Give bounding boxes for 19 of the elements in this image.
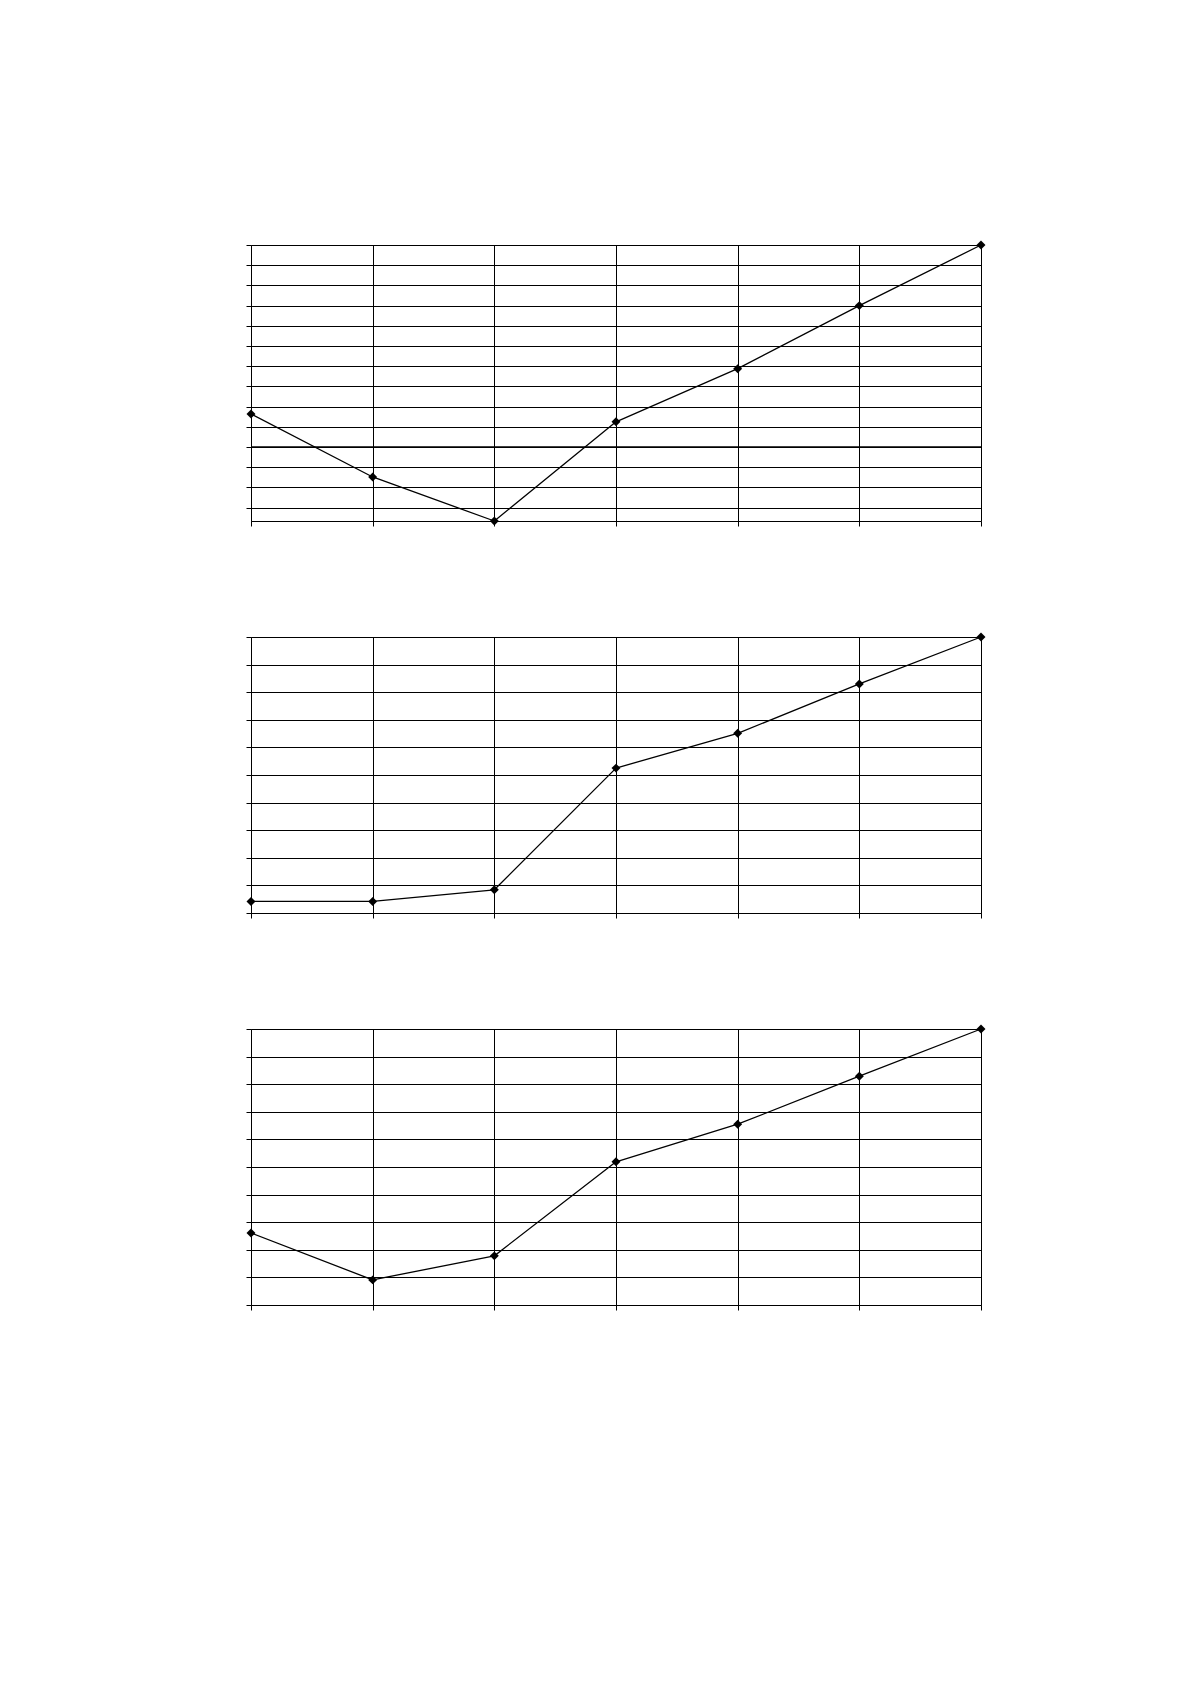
point bbox=[976, 632, 986, 642]
point bbox=[854, 1071, 864, 1081]
point bbox=[733, 364, 743, 374]
point bbox=[489, 885, 499, 895]
point bbox=[733, 1119, 743, 1129]
point bbox=[611, 763, 621, 773]
point bbox=[246, 896, 256, 906]
point bbox=[368, 896, 378, 906]
point bbox=[246, 1228, 256, 1238]
point bbox=[976, 1024, 986, 1034]
point bbox=[611, 417, 621, 427]
point bbox=[368, 1275, 378, 1285]
point bbox=[368, 472, 378, 482]
point bbox=[976, 240, 986, 250]
point bbox=[733, 728, 743, 738]
point bbox=[854, 301, 864, 311]
point bbox=[489, 1251, 499, 1261]
point bbox=[611, 1157, 621, 1167]
point bbox=[854, 679, 864, 689]
